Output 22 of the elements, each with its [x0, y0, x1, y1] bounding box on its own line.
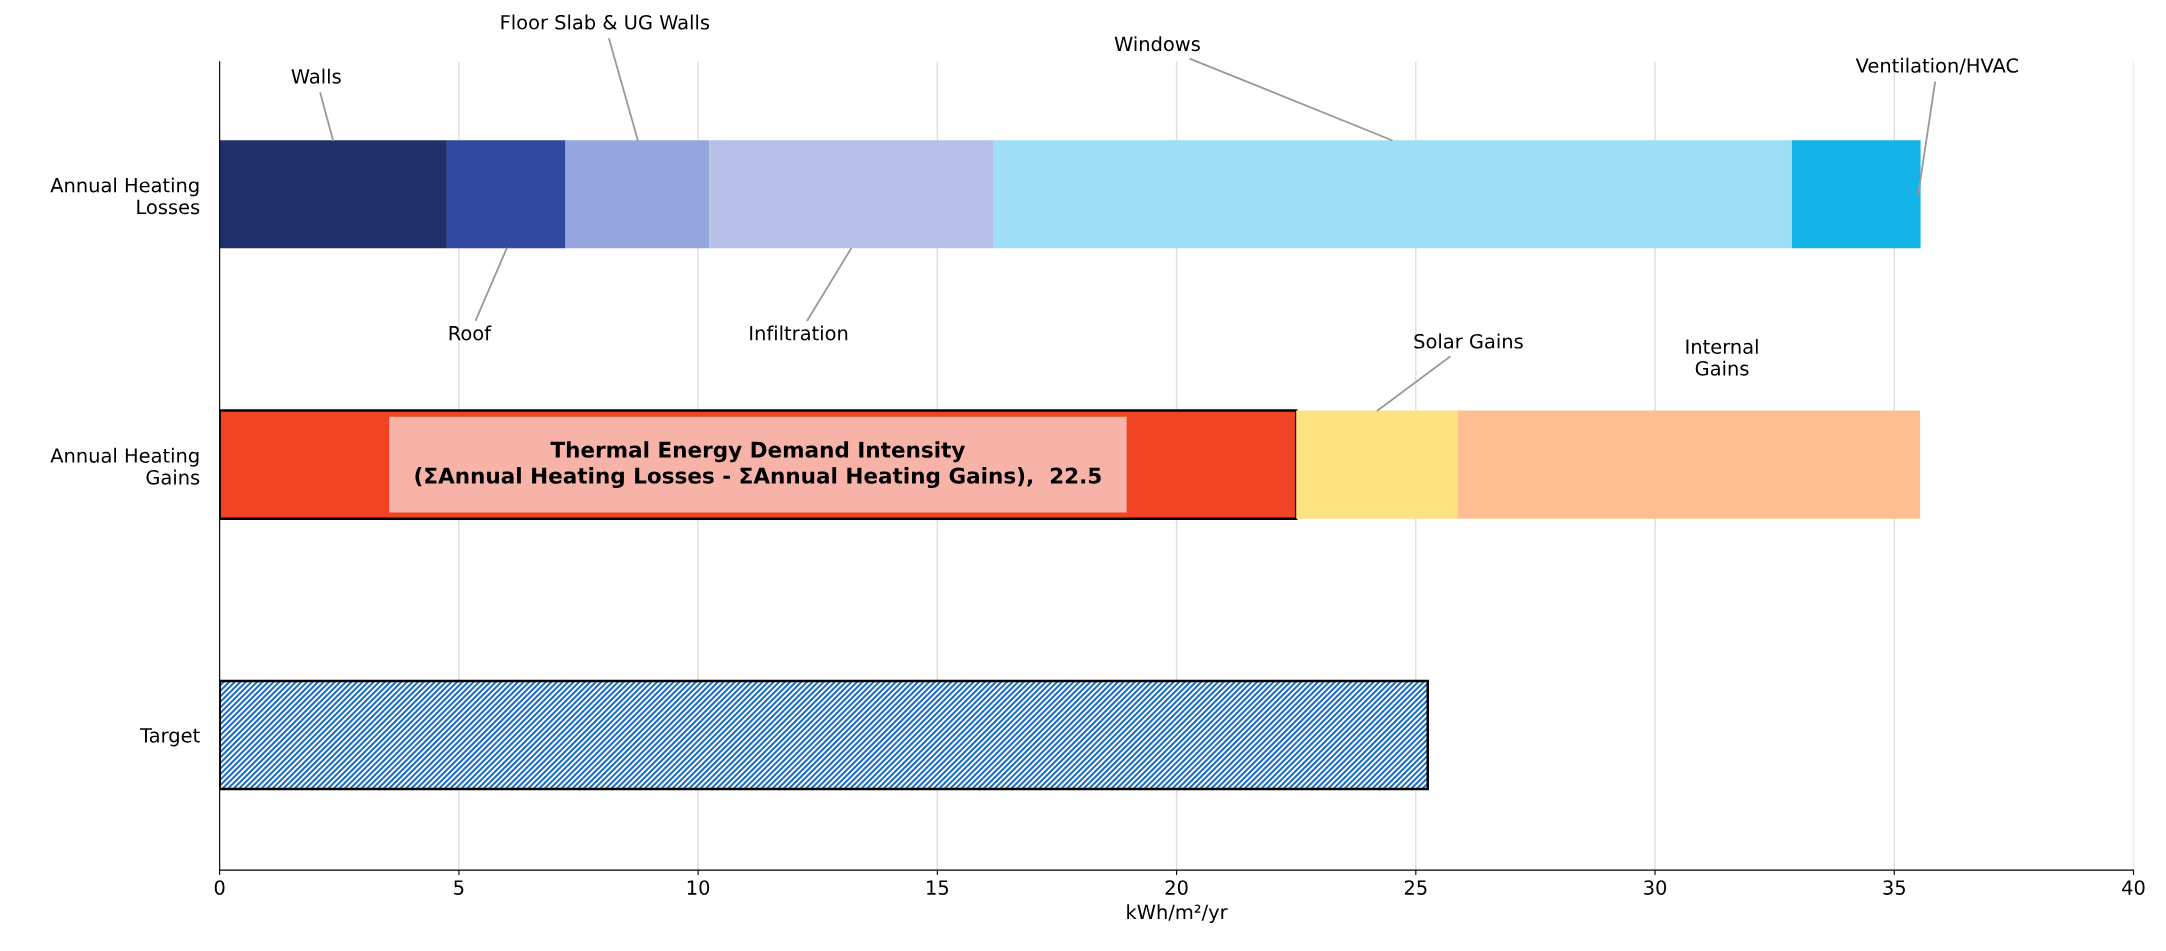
x-tick-label: 40 [2122, 880, 2145, 895]
x-axis-title: kWh/m²/yr [1127, 904, 1228, 924]
x-tick-label: 25 [1404, 880, 1427, 895]
text: Walls [291, 68, 341, 84]
text: Infiltration [750, 325, 848, 341]
x-tick-label: 30 [1644, 880, 1667, 895]
annotation: Thermal Energy Demand Intensity (ΣAnnual Heating Losses - ΣAnnual Heating Gains), 22.5 [415, 441, 1101, 489]
y-tick-label: Annual Heating Gains [50, 447, 200, 485]
y-tick-label: Annual Heating Losses [50, 177, 200, 215]
text: Windows [1114, 36, 1200, 52]
text: Solar Gains [1414, 333, 1523, 349]
x-tick-label: 0 [214, 880, 225, 895]
text: Roof [449, 325, 492, 341]
x-tick-label: 20 [1165, 880, 1188, 895]
text: Ventilation/HVAC [1855, 57, 2019, 75]
x-tick-label: 35 [1883, 880, 1905, 895]
x-tick-label: 10 [687, 880, 710, 895]
text: Floor Slab & UG Walls [501, 14, 710, 30]
series-label: Internal Gains [1686, 338, 1758, 376]
x-tick-label: 15 [927, 880, 949, 895]
y-tick-label: Target [139, 728, 200, 747]
x-tick-label: 5 [454, 880, 464, 895]
